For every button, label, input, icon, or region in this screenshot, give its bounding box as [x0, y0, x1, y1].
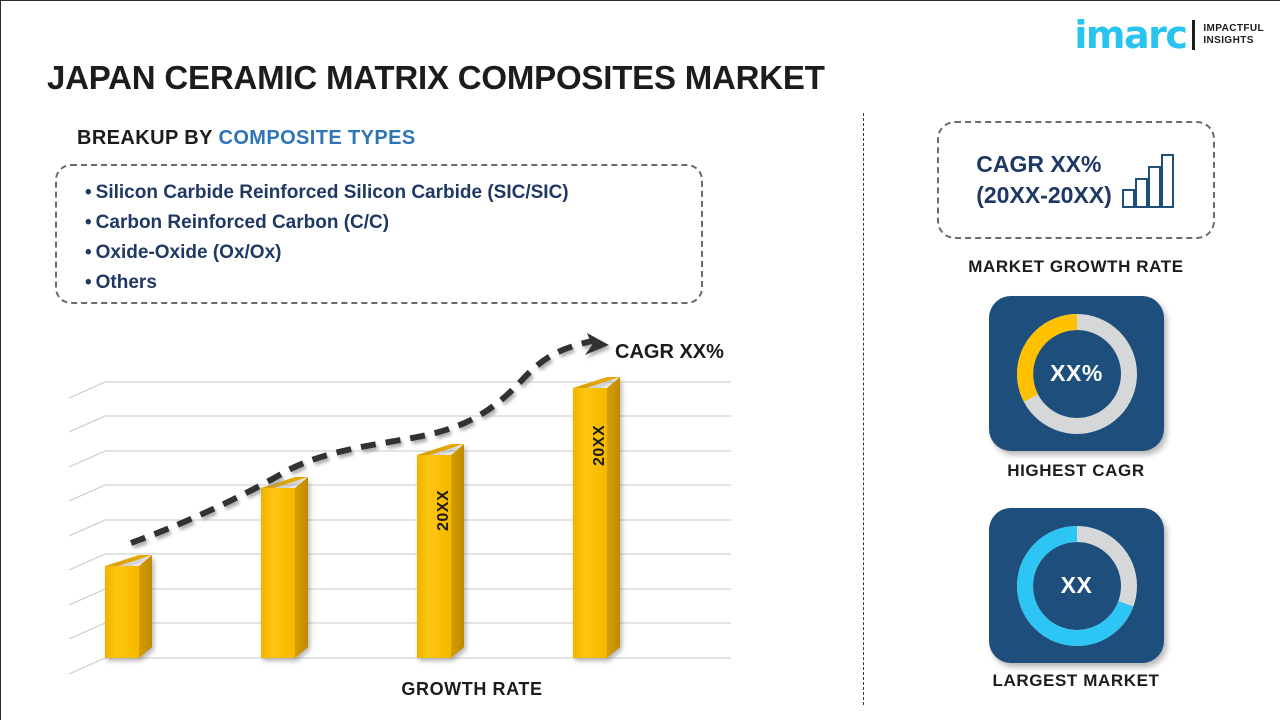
bar-3	[417, 444, 464, 658]
list-item-label: Oxide-Oxide (Ox/Ox)	[95, 242, 282, 263]
highest-cagr-value: XX%	[1050, 360, 1103, 386]
page-subtitle: BREAKUP BY COMPOSITE TYPES	[77, 127, 416, 150]
bar-2	[261, 477, 308, 658]
bullet-icon: •	[85, 212, 92, 233]
bar-label-4: 20XX	[591, 424, 608, 466]
largest-market-caption: LARGEST MARKET	[992, 671, 1160, 690]
highest-cagr-caption: HIGHEST CAGR	[1007, 461, 1145, 480]
chart-canvas	[68, 333, 731, 675]
cagr-annotation: CAGR XX%	[615, 341, 724, 363]
bullet-icon: •	[85, 182, 92, 203]
highest-cagr-donut	[1016, 313, 1137, 434]
bullet-icon: •	[85, 242, 92, 263]
largest-market-card: XX	[989, 508, 1164, 663]
largest-market-value: XX	[1060, 572, 1093, 598]
bar-chart-icon	[1121, 154, 1174, 208]
list-item-label: Carbon Reinforced Carbon (C/C)	[95, 212, 390, 233]
list-item-label: Silicon Carbide Reinforced Silicon Carbi…	[95, 182, 569, 203]
list-item: • Others	[85, 268, 701, 298]
cagr-period-line: (20XX-20XX)	[976, 182, 1112, 208]
list-item-label: Others	[95, 272, 157, 293]
bar-label-3: 20XX	[435, 489, 452, 531]
bar-1	[105, 555, 152, 658]
list-item: • Silicon Carbide Reinforced Silicon Carb…	[85, 178, 701, 208]
largest-market-donut	[1016, 525, 1137, 646]
logo-tagline-line2: INSIGHTS	[1203, 35, 1254, 46]
page-title: JAPAN CERAMIC MATRIX COMPOSITES MARKET	[47, 59, 825, 96]
list-item: • Carbon Reinforced Carbon (C/C)	[85, 208, 701, 238]
growth-rate-bar-chart: CAGR XX% 20XX 20XX GROWTH RATE	[47, 331, 777, 720]
chart-gridlines	[68, 381, 731, 675]
logo-tagline-line1: IMPACTFUL	[1203, 22, 1264, 34]
logo-wordmark: imarc	[1074, 13, 1188, 57]
cagr-value-line: CAGR XX%	[976, 151, 1102, 177]
cagr-trend-arrow	[129, 333, 609, 546]
section-divider	[863, 113, 864, 705]
market-growth-rate-caption: MARKET GROWTH RATE	[968, 257, 1184, 276]
bullet-icon: •	[85, 272, 92, 293]
market-growth-rate-box: CAGR XX% (20XX-20XX)	[937, 121, 1215, 239]
imarc-logo: imarc IMPACTFUL INSIGHTS	[1074, 15, 1264, 55]
x-axis-label: GROWTH RATE	[401, 679, 543, 699]
breakup-list-box: • Silicon Carbide Reinforced Silicon Carb…	[55, 164, 703, 304]
cagr-text: CAGR XX% (20XX-20XX)	[976, 149, 1112, 211]
subtitle-highlight: COMPOSITE TYPES	[218, 127, 416, 149]
logo-divider	[1192, 20, 1196, 50]
bar-4	[573, 377, 620, 658]
subtitle-prefix: BREAKUP BY	[77, 127, 219, 149]
list-item: • Oxide-Oxide (Ox/Ox)	[85, 238, 701, 268]
highest-cagr-card: XX%	[989, 296, 1164, 451]
logo-tagline: IMPACTFUL INSIGHTS	[1203, 23, 1264, 48]
